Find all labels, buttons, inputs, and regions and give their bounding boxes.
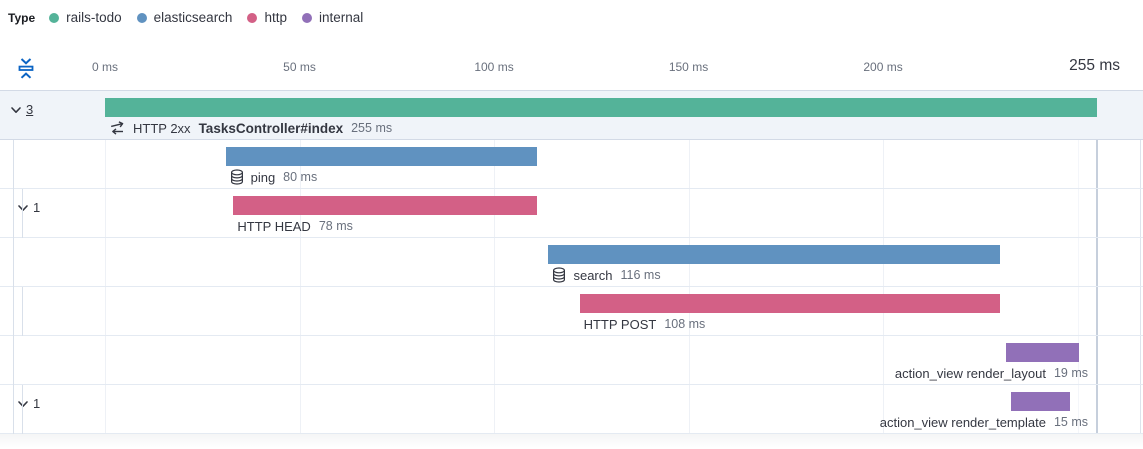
span-name: ping [250, 169, 276, 185]
minor-gridline [1077, 91, 1079, 433]
span-label[interactable]: HTTP 2xx TasksController#index 255 ms [109, 119, 392, 137]
expand-toggle[interactable]: 1 [16, 396, 40, 411]
span-duration: 116 ms [620, 268, 661, 282]
span-label[interactable]: HTTP HEAD 78 ms [237, 217, 352, 235]
span-duration: 255 ms [351, 121, 393, 135]
axis-tick-label: 0 ms [91, 60, 119, 74]
span-name: search [573, 267, 613, 283]
chevron-down-icon [11, 106, 21, 113]
indent-guide [22, 287, 23, 336]
span-bar[interactable] [105, 98, 1097, 117]
span-bar[interactable] [225, 147, 537, 166]
fold-icon [18, 58, 34, 79]
chart-right-border [1140, 91, 1141, 433]
span-duration: 108 ms [664, 317, 706, 331]
span-bar[interactable] [1005, 343, 1080, 362]
span-name: action_view render_template [879, 414, 1046, 430]
legend-title: Type [8, 10, 36, 25]
legend-dot-icon [247, 12, 258, 23]
database-icon [230, 169, 243, 185]
span-label[interactable]: action_view render_template 15 ms [880, 413, 1088, 431]
gridline [494, 91, 496, 433]
waterfall-row [0, 189, 1143, 238]
waterfall-chart: 3 HTTP 2xx TasksController#index 255 ms 1 pin… [0, 90, 1143, 434]
bottom-shadow [0, 434, 1143, 448]
span-name: TasksController#index [198, 120, 344, 136]
legend-item-label: rails-todo [66, 10, 122, 25]
chevron-down-icon [18, 204, 28, 211]
legend-dot-icon [301, 12, 312, 23]
legend-dot-icon [49, 12, 60, 23]
legend-item-label: elasticsearch [153, 10, 233, 25]
legend-item-internal[interactable]: internal [301, 10, 364, 25]
span-name: HTTP HEAD [237, 218, 311, 234]
chevron-down-icon [18, 400, 28, 407]
gridline [299, 91, 301, 433]
span-label[interactable]: HTTP POST 108 ms [584, 315, 706, 333]
indent-guide [13, 140, 14, 434]
type-legend: Type rails-todo elasticsearch http internal [8, 10, 378, 25]
expand-toggle[interactable]: 1 [16, 200, 40, 215]
axis-tick-label: 100 ms [474, 60, 514, 74]
span-label[interactable]: search 116 ms [552, 266, 661, 284]
axis-tick-label: 50 ms [283, 60, 316, 74]
waterfall-row: 1 [0, 336, 1143, 385]
waterfall-row [0, 385, 1143, 434]
child-count[interactable]: 3 [26, 102, 34, 117]
span-duration: 19 ms [1053, 366, 1088, 380]
waterfall-row: 1 [0, 140, 1143, 215]
waterfall-row [0, 287, 1143, 336]
gridline [105, 91, 106, 433]
span-duration: 15 ms [1053, 415, 1088, 429]
span-duration: 80 ms [283, 170, 318, 184]
legend-item-label: internal [318, 10, 364, 25]
child-count[interactable]: 1 [33, 200, 41, 215]
expand-toggle[interactable]: 3 [9, 102, 33, 117]
span-bar[interactable] [579, 294, 1000, 313]
span-bar[interactable] [548, 245, 1000, 264]
legend-item-rails-todo[interactable]: rails-todo [49, 10, 122, 25]
span-bar[interactable] [233, 196, 537, 215]
span-duration: 78 ms [318, 219, 353, 233]
span-label[interactable]: action_view render_layout 19 ms [895, 364, 1088, 382]
span-result-prefix: HTTP 2xx [133, 120, 191, 136]
collapse-all-button[interactable] [16, 57, 36, 81]
span-label[interactable]: ping 80 ms [230, 168, 318, 186]
child-count[interactable]: 1 [33, 396, 41, 411]
legend-items: rails-todo elasticsearch http internal [49, 10, 378, 25]
axis-tick-label: 150 ms [668, 60, 709, 74]
legend-item-http[interactable]: http [247, 10, 287, 25]
span-bar[interactable] [1011, 392, 1070, 411]
database-icon [553, 267, 566, 283]
axis-end-tick-label: 255 ms [1069, 57, 1120, 74]
transaction-icon [111, 121, 124, 135]
span-name: action_view render_layout [894, 365, 1046, 381]
waterfall-row: 1 [0, 238, 1143, 411]
axis-tick-label: 200 ms [863, 60, 903, 74]
indent-guide [22, 385, 23, 434]
legend-dot-icon [136, 12, 147, 23]
legend-item-elasticsearch[interactable]: elasticsearch [136, 10, 233, 25]
indent-guide [22, 189, 23, 238]
span-name: HTTP POST [583, 316, 657, 332]
legend-item-label: http [264, 10, 287, 25]
